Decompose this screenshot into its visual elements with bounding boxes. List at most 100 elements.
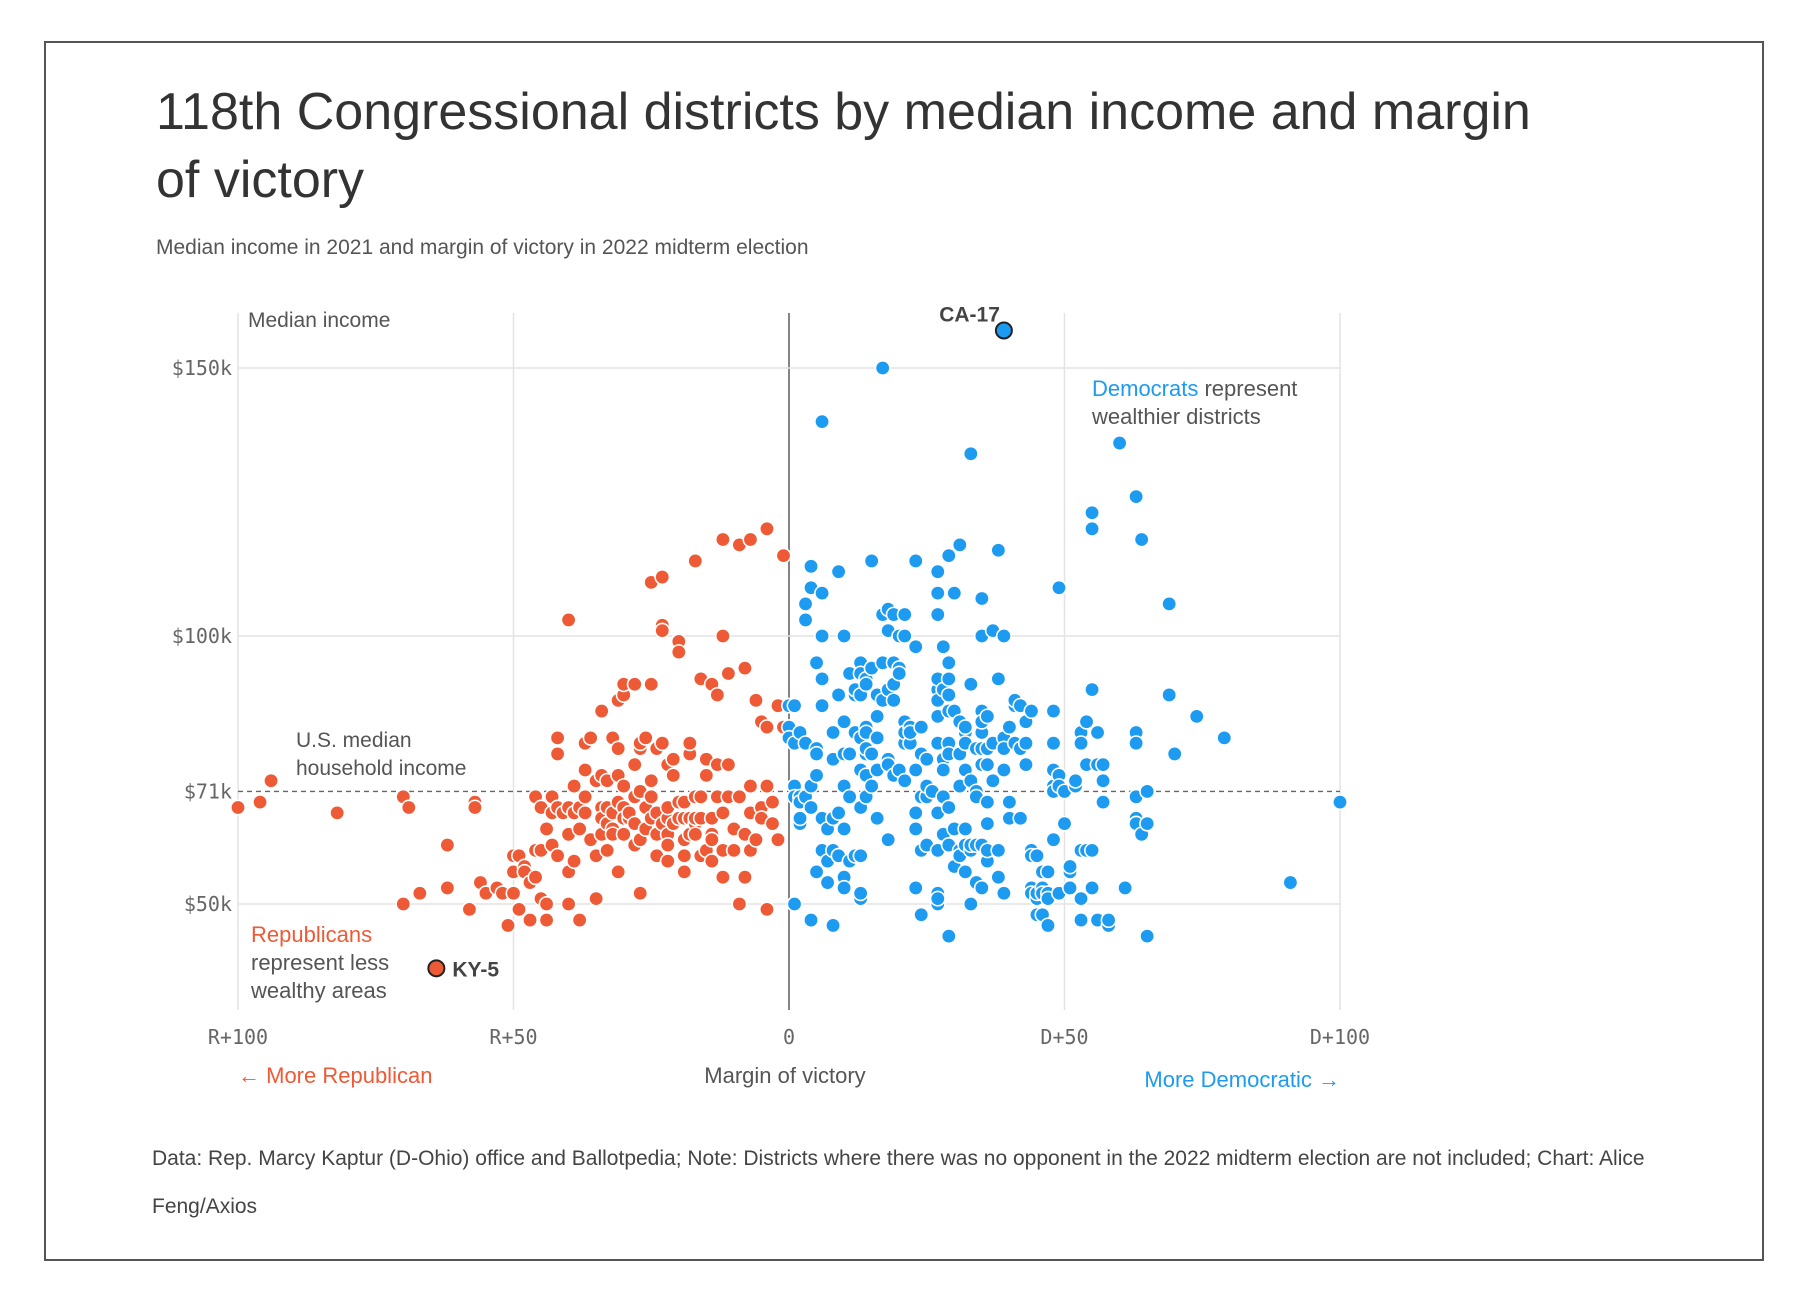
republican-district-point (725, 842, 742, 859)
democratic-district-point (1133, 531, 1150, 548)
democratic-district-point (880, 831, 897, 848)
democratic-district-point (858, 676, 875, 693)
republican-district-point (230, 799, 247, 816)
democratic-district-point (852, 885, 869, 902)
democratic-district-point (1089, 724, 1106, 741)
democratic-district-point (935, 638, 952, 655)
democratic-district-point (836, 627, 853, 644)
democratic-district-point (830, 686, 847, 703)
democratic-district-point (792, 810, 809, 827)
y-axis-title: Median income (248, 309, 390, 332)
chart-title: 118th Congressional districts by median … (156, 83, 1531, 209)
republican-district-point (538, 895, 555, 912)
democratic-district-point (995, 627, 1012, 644)
republican-district-point (549, 729, 566, 746)
republican-district-point (599, 842, 616, 859)
democratic-district-point (803, 912, 820, 929)
republican-district-point (577, 788, 594, 805)
reference-line-label: U.S. median (296, 729, 412, 752)
democratic-district-point (1084, 520, 1101, 537)
democratic-district-point (984, 772, 1001, 789)
republicans-annotation-line: represent less (251, 950, 389, 975)
democratic-district-point (1073, 912, 1090, 929)
democratic-district-point (1023, 703, 1040, 720)
democratic-district-point (825, 917, 842, 934)
republicans-annotation-line: wealthy areas (250, 978, 387, 1003)
democratic-district-point (825, 724, 842, 741)
democrats-highlight: Democrats (1092, 376, 1198, 401)
republican-district-point (588, 890, 605, 907)
democratic-district-point (940, 686, 957, 703)
democratic-district-point (891, 665, 908, 682)
democratic-district-point (990, 670, 1007, 687)
democratic-district-point (841, 745, 858, 762)
republican-district-point (577, 804, 594, 821)
republican-district-point (676, 847, 693, 864)
republican-district-point (505, 885, 522, 902)
democratic-district-point (869, 810, 886, 827)
republican-district-point (522, 912, 539, 929)
democratic-district-point (1012, 810, 1029, 827)
democratic-district-point (896, 772, 913, 789)
republican-district-point (714, 804, 731, 821)
republican-district-point (549, 847, 566, 864)
democratic-district-point (896, 606, 913, 623)
democratic-district-point (929, 563, 946, 580)
democratic-district-point (1001, 794, 1018, 811)
highlighted-district-point (427, 959, 446, 978)
republican-district-point (775, 547, 792, 564)
republican-district-point (643, 676, 660, 693)
republican-district-point (560, 611, 577, 628)
democratic-district-point (1045, 735, 1062, 752)
chart-footer: Data: Rep. Marcy Kaptur (D-Ohio) office … (152, 1147, 1645, 1218)
republican-district-point (736, 869, 753, 886)
republican-district-point (549, 745, 566, 762)
y-tick-label: $100k (172, 624, 232, 648)
republican-district-point (610, 863, 627, 880)
democratic-district-point (1139, 928, 1156, 945)
democratic-district-point (841, 788, 858, 805)
democratic-district-point (1128, 488, 1145, 505)
democratic-district-point (1084, 879, 1101, 896)
republican-district-point (681, 735, 698, 752)
republican-district-point (654, 622, 671, 639)
republican-district-point (571, 820, 588, 837)
democratic-district-point (929, 890, 946, 907)
democratic-district-point (1139, 815, 1156, 832)
democratic-district-point (1073, 735, 1090, 752)
y-tick-label: $71k (184, 779, 232, 803)
democratic-district-point (863, 778, 880, 795)
republican-district-point (538, 820, 555, 837)
democratic-district-point (1095, 756, 1112, 773)
democratic-district-point (1100, 912, 1117, 929)
democratic-district-point (869, 729, 886, 746)
republican-district-point (439, 879, 456, 896)
democratic-district-point (1045, 831, 1062, 848)
democratic-district-point (973, 879, 990, 896)
democratic-district-point (962, 895, 979, 912)
democratic-district-point (786, 697, 803, 714)
republican-district-point (395, 895, 412, 912)
democratic-district-point (951, 536, 968, 553)
democratic-district-point (1332, 794, 1349, 811)
democratic-district-point (1039, 917, 1056, 934)
democratic-district-point (808, 863, 825, 880)
highlighted-district-point (994, 321, 1013, 340)
democratic-district-point (907, 879, 924, 896)
republican-district-point (538, 912, 555, 929)
republican-district-point (560, 895, 577, 912)
democratic-district-point (929, 606, 946, 623)
republican-district-point (692, 788, 709, 805)
democratic-district-point (1084, 504, 1101, 521)
annotations: CA-17 KY-5 Democrats represent wealthier di… (238, 303, 1340, 1092)
x-tick-label: D+100 (1310, 1025, 1370, 1049)
republican-district-point (643, 788, 660, 805)
democratic-district-point (814, 697, 831, 714)
republican-district-point (577, 761, 594, 778)
democratic-district-point (1117, 879, 1134, 896)
republican-district-point (720, 756, 737, 773)
median-income-line: U.S. median household income (238, 729, 1340, 793)
democratic-district-point (814, 627, 831, 644)
democratic-district-point (913, 719, 930, 736)
republican-district-point (703, 853, 720, 870)
